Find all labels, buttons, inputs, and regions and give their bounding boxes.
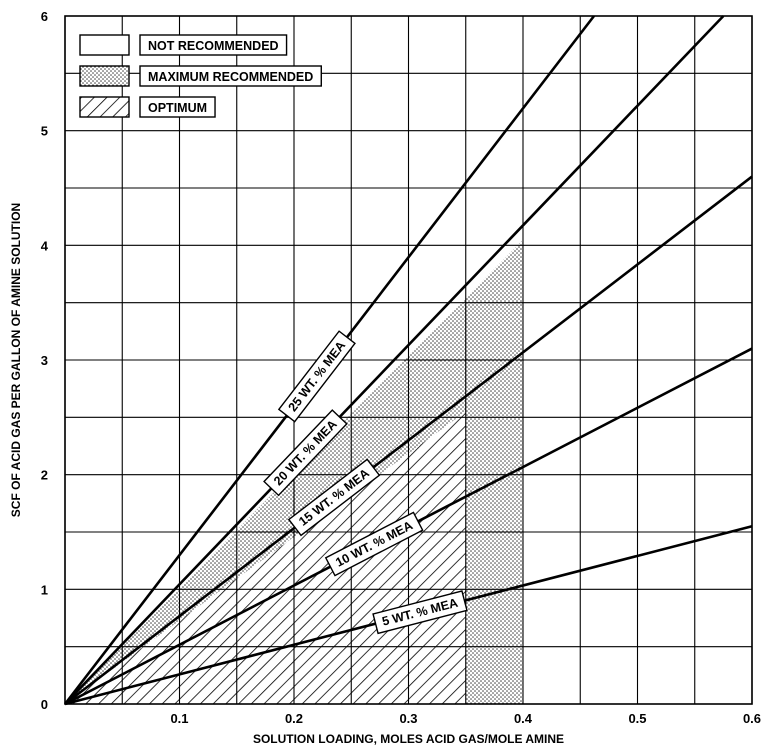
y-tick-label: 2 [41, 468, 48, 483]
legend-swatch-opt [79, 96, 130, 118]
series-line-4 [64, 15, 725, 705]
y-tick-label: 3 [41, 353, 48, 368]
legend: NOT RECOMMENDED MAXIMUM RECOMMENDED OPTIMU… [79, 34, 322, 118]
y-tick-label: 0 [41, 697, 48, 712]
series-label-box [277, 330, 356, 423]
x-tick-label: 0.2 [285, 711, 303, 726]
legend-label-max: MAXIMUM RECOMMENDED [148, 70, 313, 84]
legend-label-box [139, 65, 322, 87]
x-tick-label: 0.6 [743, 711, 761, 726]
x-tick-label: 0.4 [514, 711, 533, 726]
plot-frame [64, 15, 753, 705]
legend-swatch-not [79, 34, 130, 56]
y-tick-label: 6 [41, 9, 48, 24]
series-label-box [263, 409, 348, 497]
grid-layer [64, 15, 753, 705]
series-label-box [324, 511, 424, 577]
y-axis-title: SCF OF ACID GAS PER GALLON OF AMINE SOLU… [9, 203, 23, 517]
x-tick-label: 0.3 [399, 711, 417, 726]
x-tick-label: 0.5 [628, 711, 646, 726]
series-label-box [287, 458, 381, 537]
y-tick-label: 1 [41, 582, 48, 597]
series-label-5: 25 WT. % MEA [277, 330, 356, 423]
legend-label-box [139, 96, 216, 118]
legend-label-box [139, 34, 288, 56]
y-tick-label: 5 [41, 124, 48, 139]
x-tick-label: 0.1 [170, 711, 188, 726]
series-label-text: 25 WT. % MEA [285, 339, 348, 415]
series-label-box [372, 590, 468, 635]
x-axis-title: SOLUTION LOADING, MOLES ACID GAS/MOLE AM… [253, 732, 564, 746]
series-line-3 [64, 175, 753, 706]
y-tick-label: 4 [41, 238, 49, 253]
legend-label-opt: OPTIMUM [148, 101, 207, 115]
ticks-layer: 0.1 0.2 0.3 0.4 0.5 0.6 0 1 2 3 4 5 6 [41, 9, 761, 726]
legend-label-not: NOT RECOMMENDED [148, 39, 279, 53]
legend-swatch-max [79, 65, 130, 87]
